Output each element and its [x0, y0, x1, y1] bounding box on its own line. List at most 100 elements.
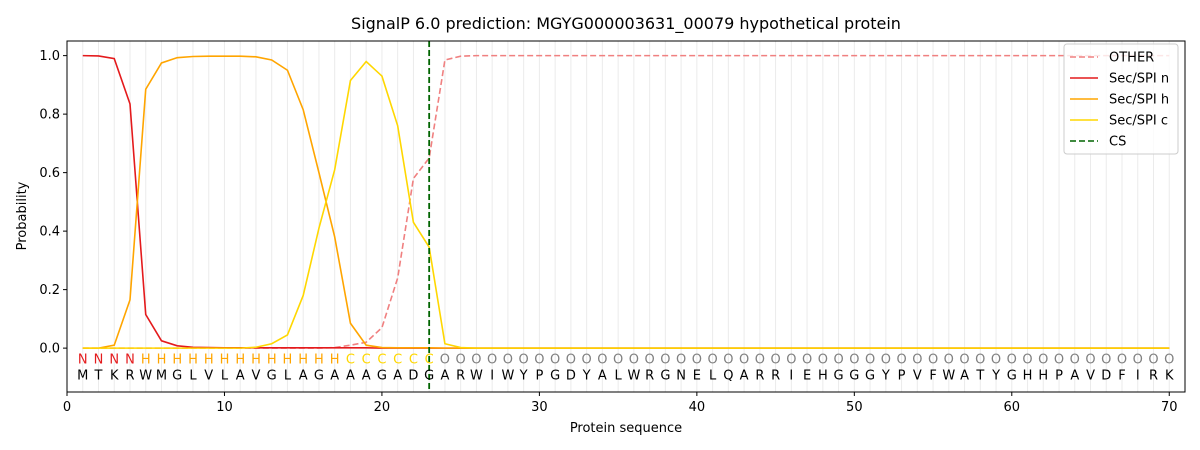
chart-title: SignalP 6.0 prediction: MGYG000003631_00… — [351, 14, 901, 34]
x-tick-label: 20 — [374, 400, 391, 415]
region-label: H — [188, 353, 198, 368]
sequence-residue: G — [172, 369, 182, 384]
region-label: O — [1054, 353, 1064, 368]
region-label: H — [283, 353, 293, 368]
sequence-residue: K — [110, 369, 119, 384]
region-label: H — [314, 353, 324, 368]
sequence-residue: G — [314, 369, 324, 384]
sequence-residue: R — [645, 369, 654, 384]
region-label: H — [251, 353, 261, 368]
region-label: O — [456, 353, 466, 368]
sequence-residue: V — [252, 369, 261, 384]
legend-label: CS — [1109, 135, 1126, 150]
y-tick-label: 0.2 — [39, 283, 60, 298]
region-label: O — [660, 353, 670, 368]
sequence-residue: W — [470, 369, 483, 384]
region-label: H — [267, 353, 277, 368]
sequence-residue: R — [755, 369, 764, 384]
region-label: O — [849, 353, 859, 368]
region-label: C — [377, 353, 386, 368]
x-tick-label: 10 — [216, 400, 233, 415]
sequence-residue: Y — [519, 369, 528, 384]
sequence-residue: V — [913, 369, 922, 384]
x-tick-label: 40 — [689, 400, 706, 415]
region-label: O — [582, 353, 592, 368]
region-label: O — [692, 353, 702, 368]
y-axis-label: Probability — [15, 181, 30, 250]
region-label: O — [802, 353, 812, 368]
sequence-residue: A — [740, 369, 749, 384]
region-label: O — [629, 353, 639, 368]
region-label: H — [157, 353, 167, 368]
sequence-residue: A — [393, 369, 402, 384]
region-label: O — [1101, 353, 1111, 368]
sequence-residue: I — [490, 369, 494, 384]
region-label: H — [172, 353, 182, 368]
region-label: C — [393, 353, 402, 368]
sequence-residue: K — [1165, 369, 1174, 384]
region-label: O — [1070, 353, 1080, 368]
series-line-other — [82, 54, 1170, 349]
region-label: O — [1117, 353, 1127, 368]
sequence-residue: T — [975, 369, 984, 384]
sequence-residue: G — [834, 369, 844, 384]
region-label: O — [487, 353, 497, 368]
region-label: O — [959, 353, 969, 368]
region-label: H — [220, 353, 230, 368]
sequence-residue: E — [803, 369, 811, 384]
sequence-residue: H — [1038, 369, 1048, 384]
x-tick-label: 50 — [846, 400, 863, 415]
sequence-residue: A — [299, 369, 308, 384]
x-tick-label: 70 — [1161, 400, 1178, 415]
series-line-sec-spi-n — [82, 54, 1170, 349]
sequence-residue: L — [284, 369, 292, 384]
sequence-residue: G — [865, 369, 875, 384]
region-label: O — [503, 353, 513, 368]
region-label: N — [78, 353, 88, 368]
y-tick-label: 0.8 — [39, 108, 60, 123]
region-label: N — [125, 353, 135, 368]
region-label: C — [409, 353, 418, 368]
sequence-residue: R — [771, 369, 780, 384]
sequence-residue: P — [898, 369, 906, 384]
y-tick-label: 0.6 — [39, 166, 60, 181]
region-label: C — [362, 353, 371, 368]
sequence-residue: F — [1118, 369, 1125, 384]
sequence-residue: V — [204, 369, 213, 384]
region-label: O — [896, 353, 906, 368]
region-label: O — [944, 353, 954, 368]
sequence-residue: A — [960, 369, 969, 384]
sequence-residue: D — [1101, 369, 1111, 384]
region-label: H — [204, 353, 214, 368]
sequence-residue: R — [125, 369, 134, 384]
legend-label: OTHER — [1109, 51, 1154, 66]
sequence-residue: I — [789, 369, 793, 384]
region-label: O — [723, 353, 733, 368]
sequence-residue: H — [1023, 369, 1033, 384]
region-label: O — [786, 353, 796, 368]
region-label: O — [881, 353, 891, 368]
sequence-residue: Y — [881, 369, 890, 384]
sequence-residue: R — [456, 369, 465, 384]
sequence-residue: H — [818, 369, 828, 384]
sequence-residue: D — [408, 369, 418, 384]
plot-frame — [66, 40, 1186, 393]
region-label: O — [1038, 353, 1048, 368]
region-label: C — [425, 353, 434, 368]
sequence-residue: A — [346, 369, 355, 384]
region-label: O — [1164, 353, 1174, 368]
region-label: O — [833, 353, 843, 368]
sequence-residue: A — [440, 369, 449, 384]
region-label: O — [440, 353, 450, 368]
region-label: O — [1007, 353, 1017, 368]
sequence-residue: Q — [723, 369, 733, 384]
region-label: O — [739, 353, 749, 368]
sequence-residue: G — [1007, 369, 1017, 384]
sequence-residue: L — [221, 369, 229, 384]
axes: 0 10 20 30 40 50 60 70 0.0 0.2 0.4 0.6 0.8 1.0 — [39, 49, 1177, 415]
sequence-residue: W — [627, 369, 640, 384]
region-label: O — [597, 353, 607, 368]
sequence-residue: A — [362, 369, 371, 384]
legend-label: Sec/SPI c — [1109, 114, 1168, 129]
sequence-residue: G — [550, 369, 560, 384]
